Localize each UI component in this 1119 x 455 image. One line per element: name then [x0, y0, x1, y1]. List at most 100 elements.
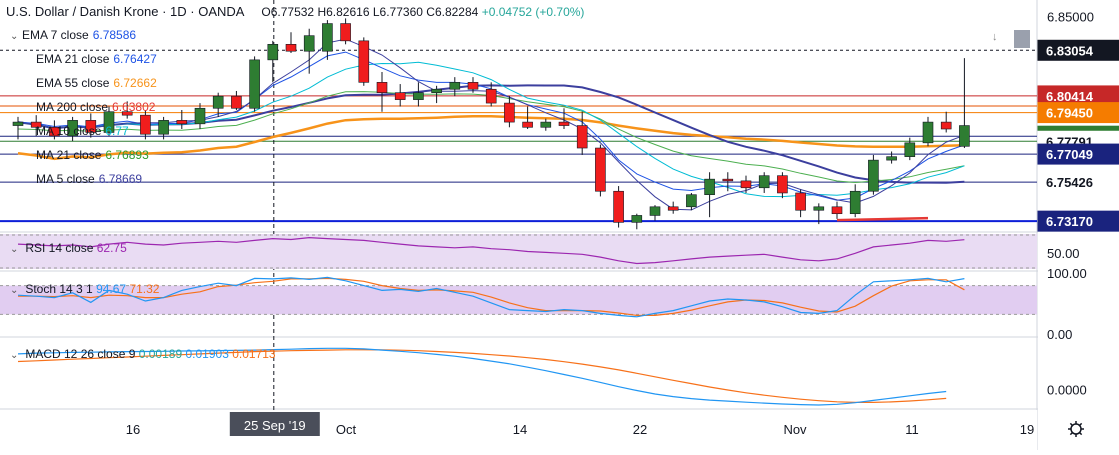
candle[interactable]: [267, 40, 279, 83]
candle[interactable]: [394, 84, 406, 107]
candle[interactable]: [194, 103, 206, 130]
down-arrow-icon[interactable]: ↓: [992, 31, 998, 43]
legend-item[interactable]: MA 200 close 6.63802: [10, 100, 155, 114]
candle[interactable]: [813, 203, 825, 225]
chevron-down-icon[interactable]: ⌄: [10, 285, 19, 296]
chevron-down-icon[interactable]: ⌄: [10, 244, 19, 255]
candle[interactable]: [85, 113, 97, 138]
candle[interactable]: [158, 116, 169, 140]
candle-body: [158, 120, 169, 135]
candle[interactable]: [30, 115, 42, 136]
rsi-label: RSI 14 close: [25, 241, 94, 255]
candle-body: [795, 192, 806, 211]
legend-label: MA 10 close: [36, 124, 102, 138]
candle[interactable]: [176, 109, 188, 130]
candle[interactable]: [558, 108, 570, 130]
candle[interactable]: [886, 151, 897, 164]
macd-label: MACD 12 26 close 9: [25, 347, 136, 361]
candle[interactable]: [103, 106, 115, 136]
candle-body: [303, 35, 315, 52]
lock-icon[interactable]: [1014, 30, 1030, 48]
candle[interactable]: [121, 101, 133, 119]
candle-body: [322, 23, 333, 52]
candle[interactable]: [376, 71, 388, 112]
candle-body: [176, 120, 188, 125]
candle-body: [740, 180, 752, 189]
candle[interactable]: [540, 118, 552, 131]
stoch-legend[interactable]: ⌄ Stoch 14 3 1 94.67 71.32: [10, 282, 159, 296]
candle[interactable]: [249, 56, 260, 112]
price-label-text: 6.77049: [1046, 147, 1093, 162]
legend-item[interactable]: MA 10 close 6.77: [10, 124, 129, 138]
candle[interactable]: [67, 116, 78, 142]
candle-body: [30, 121, 42, 128]
candle[interactable]: [649, 205, 661, 221]
gear-icon-tooth: [1069, 422, 1073, 426]
candle[interactable]: [449, 77, 461, 97]
candle[interactable]: [358, 37, 370, 86]
candle-body: [558, 121, 570, 126]
candle[interactable]: [303, 28, 315, 74]
gear-icon-tooth: [1079, 432, 1083, 436]
candle[interactable]: [522, 106, 533, 130]
candle[interactable]: [686, 192, 697, 211]
candle-body: [649, 206, 661, 216]
candle[interactable]: [722, 172, 734, 192]
candle[interactable]: [740, 175, 752, 193]
gear-icon[interactable]: [1068, 421, 1084, 437]
candle[interactable]: [140, 109, 151, 140]
candle[interactable]: [922, 116, 934, 147]
candle[interactable]: [504, 96, 515, 128]
legend-label: MA 200 close: [36, 100, 109, 114]
legend-label: EMA 21 close: [36, 52, 110, 66]
candle-body: [49, 126, 60, 137]
candle[interactable]: [431, 85, 442, 104]
candle-body: [340, 23, 351, 42]
candle[interactable]: [413, 82, 424, 107]
candle[interactable]: [777, 172, 788, 199]
candle-body: [103, 111, 115, 133]
stoch-axis-tick: 100.00: [1047, 266, 1087, 281]
candle[interactable]: [322, 20, 333, 60]
candle[interactable]: [49, 120, 60, 140]
chevron-down-icon[interactable]: ⌄: [10, 31, 19, 42]
candle-body: [868, 159, 879, 192]
candle[interactable]: [12, 116, 24, 140]
candle[interactable]: [212, 92, 224, 117]
legend-item[interactable]: EMA 21 close 6.76427: [10, 52, 157, 66]
candle[interactable]: [467, 77, 479, 93]
candle[interactable]: [904, 137, 916, 161]
candle[interactable]: [485, 82, 497, 107]
candle[interactable]: [231, 90, 242, 110]
candle[interactable]: [285, 32, 297, 53]
macd-legend[interactable]: ⌄ MACD 12 26 close 9 0.00189 0.01903 0.0…: [10, 347, 276, 361]
legend-item[interactable]: ⌄ EMA 7 close 6.78586: [10, 28, 136, 42]
rsi-legend[interactable]: ⌄ RSI 14 close 62.75: [10, 241, 127, 255]
candle[interactable]: [576, 111, 588, 155]
candle[interactable]: [340, 18, 351, 45]
candle[interactable]: [595, 144, 606, 197]
candle[interactable]: [667, 201, 679, 214]
legend-item[interactable]: MA 5 close 6.78669: [10, 172, 142, 186]
crosshair-date-label: 25 Sep '19: [244, 418, 306, 433]
chevron-down-icon[interactable]: ⌄: [10, 350, 19, 361]
candle[interactable]: [849, 184, 861, 218]
candle-body: [886, 156, 897, 161]
candle[interactable]: [959, 58, 970, 149]
legend-value: 6.76893: [105, 148, 149, 162]
candle[interactable]: [613, 186, 624, 228]
legend-item[interactable]: MA 21 close 6.76893: [10, 148, 149, 162]
candle[interactable]: [795, 189, 806, 218]
candle[interactable]: [631, 213, 643, 230]
candle[interactable]: [758, 172, 770, 193]
price-label-text: 6.73170: [1046, 214, 1093, 229]
candle[interactable]: [704, 172, 715, 218]
candle[interactable]: [940, 111, 952, 133]
candle[interactable]: [831, 201, 843, 219]
candle-body: [613, 190, 624, 223]
legend-value: 6.78586: [92, 28, 137, 42]
legend-item[interactable]: EMA 55 close 6.72662: [10, 76, 157, 90]
candle[interactable]: [868, 154, 879, 195]
